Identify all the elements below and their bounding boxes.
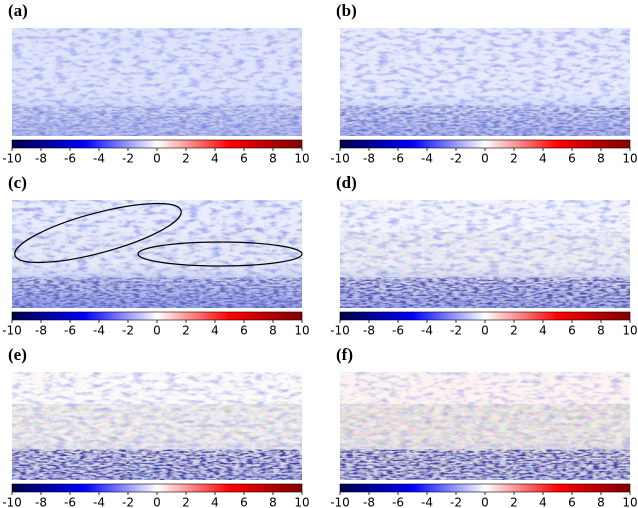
colorbar-tick-label: -10 [2, 152, 22, 166]
colorbar-tick-label: 8 [269, 152, 277, 166]
colorbar-tick-label: 6 [240, 324, 248, 338]
ellipse [14, 202, 182, 264]
colorbar-tick-label: -8 [35, 324, 47, 338]
panel-label: (d) [336, 173, 357, 192]
colorbar-tick-label: 2 [182, 496, 190, 508]
colorbar-tick-label: 6 [240, 152, 248, 166]
colorbar-tick-label: 8 [597, 152, 605, 166]
colorbar-tick-label: -2 [450, 152, 462, 166]
panel-label: (b) [336, 1, 357, 20]
colorbar-tick-label: 0 [153, 152, 161, 166]
annotation-ellipses [14, 202, 303, 267]
colorbar-tick-label: -10 [330, 496, 350, 508]
colorbar-tick-label: -2 [122, 324, 134, 338]
colorbar-tick-label: -4 [421, 152, 433, 166]
colorbar-tick-label: -10 [2, 324, 22, 338]
colorbar-tick-label: -6 [64, 152, 76, 166]
colorbar-tick-label: 4 [539, 152, 547, 166]
heatmap-texture [12, 277, 302, 308]
colorbar-tick-label: 2 [182, 152, 190, 166]
colorbar [11, 483, 303, 493]
colorbar-tick-label: -4 [93, 496, 105, 508]
colorbar-tick-label: -6 [392, 152, 404, 166]
colorbar-tick-label: 10 [294, 324, 309, 338]
colorbar-tick-label: -6 [392, 324, 404, 338]
colorbar-tick-label: -8 [363, 496, 375, 508]
colorbar-tick-label: 4 [211, 496, 219, 508]
colorbar-tick-label: 0 [481, 152, 489, 166]
colorbar-tick-label: -6 [64, 496, 76, 508]
colorbar-tick-label: 6 [240, 496, 248, 508]
colorbar-tick-label: -8 [363, 324, 375, 338]
colorbar-tick-label: 4 [211, 324, 219, 338]
colorbar-tick-label: 0 [481, 324, 489, 338]
colorbar-tick-label: -2 [450, 324, 462, 338]
colorbar-tick-label: -8 [363, 152, 375, 166]
colorbar-tick-label: -6 [392, 496, 404, 508]
panel-label: (a) [8, 1, 28, 20]
ellipse [137, 241, 303, 267]
colorbar [11, 139, 303, 149]
colorbar [339, 139, 631, 149]
panel-label: (f) [336, 345, 353, 364]
colorbar-tick-label: -10 [2, 496, 22, 508]
colorbar-tick-label: -2 [122, 152, 134, 166]
colorbar-tick-label: -8 [35, 496, 47, 508]
colorbar-tick-label: 8 [597, 496, 605, 508]
colorbar-tick-label: 8 [269, 324, 277, 338]
colorbar-tick-label: -4 [93, 152, 105, 166]
colorbar-tick-label: -2 [122, 496, 134, 508]
colorbar-tick-label: 0 [153, 496, 161, 508]
colorbar-tick-label: 10 [622, 324, 637, 338]
colorbar-tick-label: -10 [330, 324, 350, 338]
colorbar-tick-label: -10 [330, 152, 350, 166]
heatmap-texture [340, 105, 630, 136]
colorbar-tick-label: 10 [294, 496, 309, 508]
heatmap-texture [12, 105, 302, 136]
colorbar-tick-label: 6 [568, 152, 576, 166]
heatmap-texture [340, 449, 630, 480]
colorbar-tick-label: 8 [269, 496, 277, 508]
colorbar [339, 483, 631, 493]
colorbar-tick-label: 10 [622, 152, 637, 166]
colorbar-tick-label: 4 [211, 152, 219, 166]
colorbar-tick-label: 6 [568, 496, 576, 508]
colorbar-tick-label: 6 [568, 324, 576, 338]
colorbar-tick-label: 2 [182, 324, 190, 338]
colorbar-tick-label: 4 [539, 496, 547, 508]
colorbar-tick-label: -4 [421, 496, 433, 508]
colorbar-tick-label: -2 [450, 496, 462, 508]
colorbar [339, 311, 631, 321]
colorbar-tick-label: -4 [93, 324, 105, 338]
colorbar-tick-label: 2 [510, 324, 518, 338]
colorbar-tick-label: 10 [294, 152, 309, 166]
panel-label: (c) [8, 173, 27, 192]
colorbar-tick-label: 4 [539, 324, 547, 338]
heatmap-texture [340, 277, 630, 308]
colorbar-tick-label: -6 [64, 324, 76, 338]
colorbar-tick-label: 2 [510, 496, 518, 508]
colorbar-tick-label: -8 [35, 152, 47, 166]
colorbar-tick-label: 8 [597, 324, 605, 338]
colorbar-tick-label: -4 [421, 324, 433, 338]
panel-label: (e) [8, 345, 27, 364]
colorbar-tick-label: 2 [510, 152, 518, 166]
colorbar-tick-label: 0 [153, 324, 161, 338]
colorbar-tick-label: 0 [481, 496, 489, 508]
colorbar [11, 311, 303, 321]
heatmap-texture [12, 449, 302, 480]
colorbar-tick-label: 10 [622, 496, 637, 508]
